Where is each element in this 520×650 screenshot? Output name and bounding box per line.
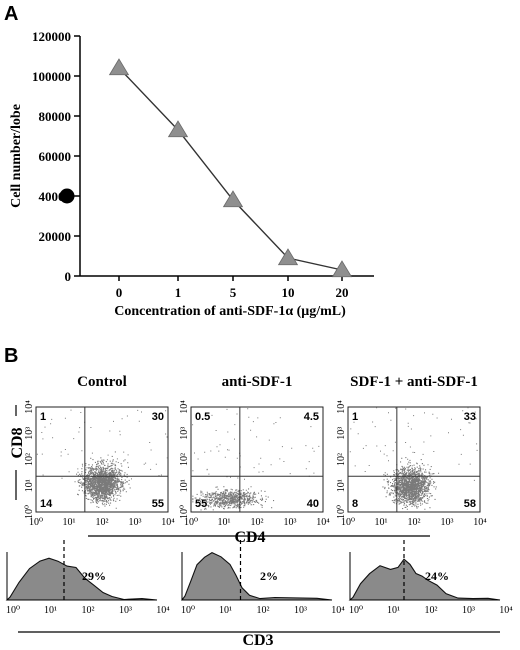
scatter-title: anti-SDF-1 [222, 374, 293, 390]
scatter-x-tick-label: 10¹ [63, 517, 76, 528]
x-tick-label: 1 [175, 285, 182, 300]
quadrant-label-lower-right: 55 [152, 498, 164, 510]
scatter-y-tick-label: 10¹ [336, 479, 347, 492]
histogram-x-tick-label: 10¹ [219, 605, 232, 616]
histogram-x-tick-label: 10² [257, 605, 270, 616]
scatter-x-tick-label: 10¹ [218, 517, 231, 528]
scatter-frame [35, 406, 169, 513]
histogram-x-tick-label: 10² [425, 605, 438, 616]
scatter-y-tick-label: 10⁰ [336, 505, 347, 519]
data-point [167, 120, 189, 138]
scatter-x-tick-label: 10⁰ [29, 517, 43, 528]
histogram-percent: 24% [425, 569, 449, 583]
histogram-x-tick-label: 10³ [119, 605, 132, 616]
quadrant-label-lower-left: 14 [40, 498, 53, 510]
histogram-area [348, 558, 501, 601]
scatter-x-tick-label: 10³ [129, 517, 142, 528]
scatter-dots [349, 407, 478, 510]
histogram-x-tick-label: 10⁰ [181, 605, 195, 616]
x-tick-label: 0 [116, 285, 123, 300]
scatter-x-tick-label: 10² [251, 517, 264, 528]
scatter-y-tick-label: 10³ [24, 427, 35, 440]
histogram-area [5, 557, 158, 601]
scatter-y-tick-label: 10² [179, 453, 190, 466]
scatter-x-tick-label: 10³ [284, 517, 297, 528]
scatter-x-tick-label: 10⁴ [473, 517, 487, 528]
y-tick-label: 60000 [39, 149, 72, 164]
x-tick-label: 20 [336, 285, 349, 300]
data-point [222, 190, 244, 208]
histogram-area [180, 551, 333, 601]
series-line [118, 67, 343, 271]
scatter-x-tick-label: 10² [96, 517, 109, 528]
scatter-y-tick-label: 10⁰ [24, 505, 35, 519]
scatter-title: Control [77, 374, 127, 390]
scatter-y-tick-label: 10¹ [24, 479, 35, 492]
scatter-y-tick-label: 10³ [336, 427, 347, 440]
histogram-x-tick-label: 10⁰ [6, 605, 20, 616]
histogram-x-tick-label: 10³ [462, 605, 475, 616]
scatter-x-tick-label: 10⁴ [161, 517, 175, 528]
scatter-y-tick-label: 10⁴ [24, 400, 35, 414]
y-axis-title-cd8: CD8 [9, 427, 26, 458]
quadrant-label-upper-left: 0.5 [195, 411, 210, 423]
scatter-x-tick-label: 10² [408, 517, 421, 528]
x-tick-label: 10 [282, 285, 295, 300]
histogram-x-tick-label: 10⁴ [156, 605, 170, 616]
data-point [277, 248, 299, 266]
scatter-y-tick-label: 10⁰ [179, 505, 190, 519]
y-tick-label: 80000 [39, 109, 72, 124]
x-axis-title: Concentration of anti-SDF-1α (μg/mL) [114, 304, 346, 319]
panel-a-label: A [4, 3, 18, 25]
panel-b-label: B [4, 345, 18, 367]
scatter-x-tick-label: 10⁰ [184, 517, 198, 528]
scatter-y-tick-label: 10⁴ [336, 400, 347, 414]
histogram-x-tick-label: 10⁴ [499, 605, 513, 616]
quadrant-label-upper-right: 4.5 [304, 411, 319, 423]
scatter-y-tick-label: 10⁴ [179, 400, 190, 414]
quadrant-label-upper-right: 30 [152, 411, 164, 423]
scatter-dots [192, 408, 320, 511]
quadrant-label-upper-left: 1 [352, 411, 358, 423]
scatter-x-tick-label: 10⁰ [341, 517, 355, 528]
y-tick-label: 0 [65, 269, 72, 284]
histogram-percent: 29% [82, 569, 106, 583]
quadrant-label-lower-left: 55 [195, 498, 207, 510]
y-tick-label: 120000 [32, 29, 71, 44]
scatter-x-tick-label: 10⁴ [316, 517, 330, 528]
quadrant-label-lower-right: 58 [464, 498, 476, 510]
x-axis-title-cd4: CD4 [234, 529, 265, 546]
histogram-x-tick-label: 10¹ [387, 605, 400, 616]
histogram-x-tick-label: 10⁰ [349, 605, 363, 616]
quadrant-label-upper-left: 1 [40, 411, 46, 423]
scatter-x-tick-label: 10¹ [375, 517, 388, 528]
scatter-y-tick-label: 10³ [179, 427, 190, 440]
reference-point [59, 188, 75, 204]
x-tick-label: 5 [230, 285, 237, 300]
scatter-dots [36, 409, 168, 509]
y-tick-label: 20000 [39, 229, 72, 244]
quadrant-label-lower-left: 8 [352, 498, 358, 510]
scatter-y-tick-label: 10¹ [179, 479, 190, 492]
data-point [331, 260, 353, 278]
x-axis-title-cd3: CD3 [242, 632, 273, 649]
histogram-x-tick-label: 10¹ [44, 605, 57, 616]
scatter-title: SDF-1 + anti-SDF-1 [350, 374, 478, 390]
histogram-x-tick-label: 10² [82, 605, 95, 616]
histogram-x-tick-label: 10³ [294, 605, 307, 616]
scatter-x-tick-label: 10³ [441, 517, 454, 528]
histogram-x-tick-label: 10⁴ [331, 605, 345, 616]
quadrant-label-upper-right: 33 [464, 411, 476, 423]
panel-a-chart: Cell number/lobe Concentration of anti-S… [9, 29, 374, 319]
y-tick-label: 100000 [32, 69, 71, 84]
y-axis-title: Cell number/lobe [9, 104, 24, 208]
histogram-percent: 2% [260, 569, 278, 583]
scatter-y-tick-label: 10² [24, 453, 35, 466]
data-point [108, 58, 130, 76]
quadrant-label-lower-right: 40 [307, 498, 319, 510]
scatter-y-tick-label: 10² [336, 453, 347, 466]
